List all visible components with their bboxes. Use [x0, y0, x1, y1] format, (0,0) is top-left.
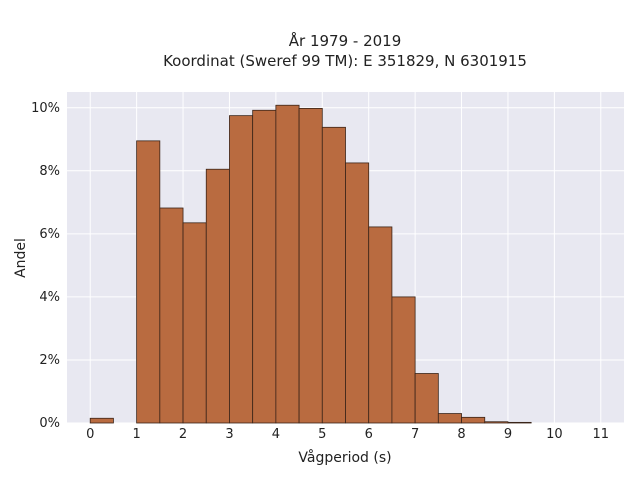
y-tick-label: 4%	[39, 290, 60, 305]
chart-subtitle: Koordinat (Sweref 99 TM): E 351829, N 63…	[163, 52, 527, 70]
histogram-bar	[275, 104, 300, 424]
y-tick-label: 2%	[39, 353, 60, 368]
x-tick-label: 9	[504, 427, 512, 442]
histogram-bar	[182, 222, 207, 424]
x-axis-ticks: 0 1 2 3 4 5 6 7 8 9 10 11	[86, 427, 609, 442]
x-tick-label: 2	[179, 427, 187, 442]
x-tick-label: 7	[411, 427, 419, 442]
histogram-bar	[321, 126, 346, 424]
y-tick-label: 0%	[39, 416, 60, 431]
histogram-bar	[484, 421, 509, 424]
histogram-bar	[391, 296, 416, 424]
x-tick-label: 5	[318, 427, 326, 442]
histogram-bar	[437, 413, 462, 424]
histogram-bar	[368, 226, 393, 424]
x-tick-label: 6	[365, 427, 373, 442]
histogram-bar	[89, 417, 114, 424]
y-axis-label: Andel	[13, 238, 29, 278]
y-axis-ticks: 0% 2% 4% 6% 8% 10%	[31, 101, 60, 431]
x-tick-label: 3	[225, 427, 233, 442]
x-tick-label: 4	[272, 427, 280, 442]
y-tick-label: 10%	[31, 101, 60, 116]
histogram-bar	[461, 416, 486, 424]
x-tick-label: 10	[546, 427, 563, 442]
bars-group	[89, 104, 532, 424]
histogram-bar	[252, 109, 277, 424]
x-axis-label: Vågperiod (s)	[298, 449, 391, 466]
y-tick-label: 8%	[39, 164, 60, 179]
histogram-bar	[136, 140, 161, 424]
histogram-bar	[229, 115, 254, 424]
x-tick-label: 0	[86, 427, 94, 442]
x-tick-label: 8	[457, 427, 465, 442]
chart-title: År 1979 - 2019	[289, 31, 402, 50]
histogram-bar	[205, 168, 230, 424]
histogram-bar	[159, 207, 184, 424]
histogram-bar	[507, 421, 532, 424]
histogram-bar	[298, 107, 323, 424]
histogram-bar	[414, 373, 439, 424]
y-tick-label: 6%	[39, 227, 60, 242]
x-tick-label: 11	[593, 427, 610, 442]
x-tick-label: 1	[132, 427, 140, 442]
histogram-bar	[345, 162, 370, 424]
